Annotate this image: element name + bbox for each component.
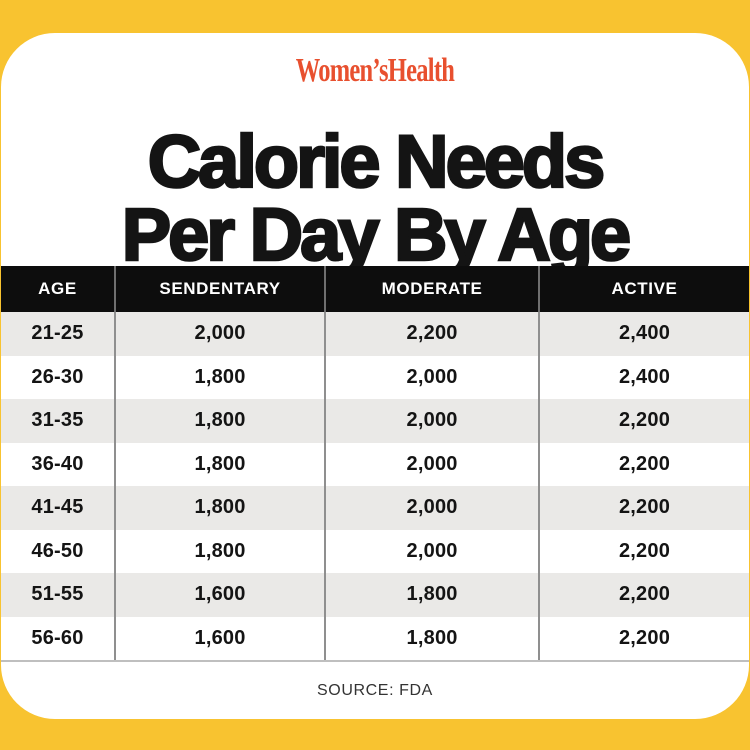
page-title-line2: Per Day By Age <box>120 193 632 276</box>
cell-active: 2,200 <box>538 486 749 530</box>
source-footer: SOURCE: FDA <box>1 660 749 719</box>
page-title: Calorie Needs Per Day By Age <box>1 79 749 276</box>
cell-active: 2,200 <box>538 399 749 443</box>
womens-health-logo: Women’sHealth <box>295 52 455 89</box>
cell-age: 56-60 <box>31 626 84 649</box>
column-header-moderate: MODERATE <box>324 266 538 312</box>
table-row: 46-50 1,800 2,000 2,200 <box>1 529 749 573</box>
cell-sedentary: 1,600 <box>113 573 324 617</box>
cell-active: 2,200 <box>538 616 749 660</box>
cell-moderate: 2,200 <box>324 312 538 356</box>
cell-sedentary: 1,800 <box>113 442 324 486</box>
column-header-active: ACTIVE <box>538 266 749 312</box>
source-text: SOURCE: FDA <box>317 681 433 699</box>
table-row: 51-55 1,600 1,800 2,200 <box>1 573 749 617</box>
cell-moderate: 2,000 <box>324 486 538 530</box>
infographic-card: Women’sHealth Calorie Needs Per Day By A… <box>1 33 749 719</box>
table-body: 21-25 2,000 2,200 2,400 26-30 1,800 2,00… <box>1 312 749 660</box>
page-title-line1: Calorie Needs <box>146 120 606 203</box>
cell-age: 21-25 <box>31 322 84 345</box>
cell-moderate: 2,000 <box>324 355 538 399</box>
brand-logo-wrap: Women’sHealth <box>1 52 749 90</box>
cell-active: 2,400 <box>538 355 749 399</box>
cell-active: 2,200 <box>538 442 749 486</box>
cell-sedentary: 1,800 <box>113 355 324 399</box>
table-row: 26-30 1,800 2,000 2,400 <box>1 355 749 399</box>
table-row: 21-25 2,000 2,200 2,400 <box>1 312 749 356</box>
cell-age: 26-30 <box>31 365 84 388</box>
cell-moderate: 1,800 <box>324 573 538 617</box>
cell-moderate: 2,000 <box>324 529 538 573</box>
cell-sedentary: 1,600 <box>113 616 324 660</box>
cell-active: 2,200 <box>538 529 749 573</box>
table-row: 36-40 1,800 2,000 2,200 <box>1 442 749 486</box>
cell-moderate: 2,000 <box>324 399 538 443</box>
cell-moderate: 2,000 <box>324 442 538 486</box>
cell-sedentary: 2,000 <box>113 312 324 356</box>
calorie-table: AGE SENDENTARY MODERATE ACTIVE 21-25 2,0… <box>1 266 749 660</box>
table-row: 41-45 1,800 2,000 2,200 <box>1 486 749 530</box>
column-header-age: AGE <box>38 279 77 298</box>
cell-age: 41-45 <box>31 496 84 519</box>
table-row: 31-35 1,800 2,000 2,200 <box>1 399 749 443</box>
cell-sedentary: 1,800 <box>113 486 324 530</box>
column-header-sedentary: SENDENTARY <box>113 266 324 312</box>
cell-active: 2,400 <box>538 312 749 356</box>
cell-age: 31-35 <box>31 409 84 432</box>
cell-sedentary: 1,800 <box>113 399 324 443</box>
table-row: 56-60 1,600 1,800 2,200 <box>1 616 749 660</box>
cell-active: 2,200 <box>538 573 749 617</box>
table-header-row: AGE SENDENTARY MODERATE ACTIVE <box>1 266 749 312</box>
cell-age: 36-40 <box>31 452 84 475</box>
cell-sedentary: 1,800 <box>113 529 324 573</box>
cell-age: 46-50 <box>31 539 84 562</box>
cell-moderate: 1,800 <box>324 616 538 660</box>
cell-age: 51-55 <box>31 583 84 606</box>
